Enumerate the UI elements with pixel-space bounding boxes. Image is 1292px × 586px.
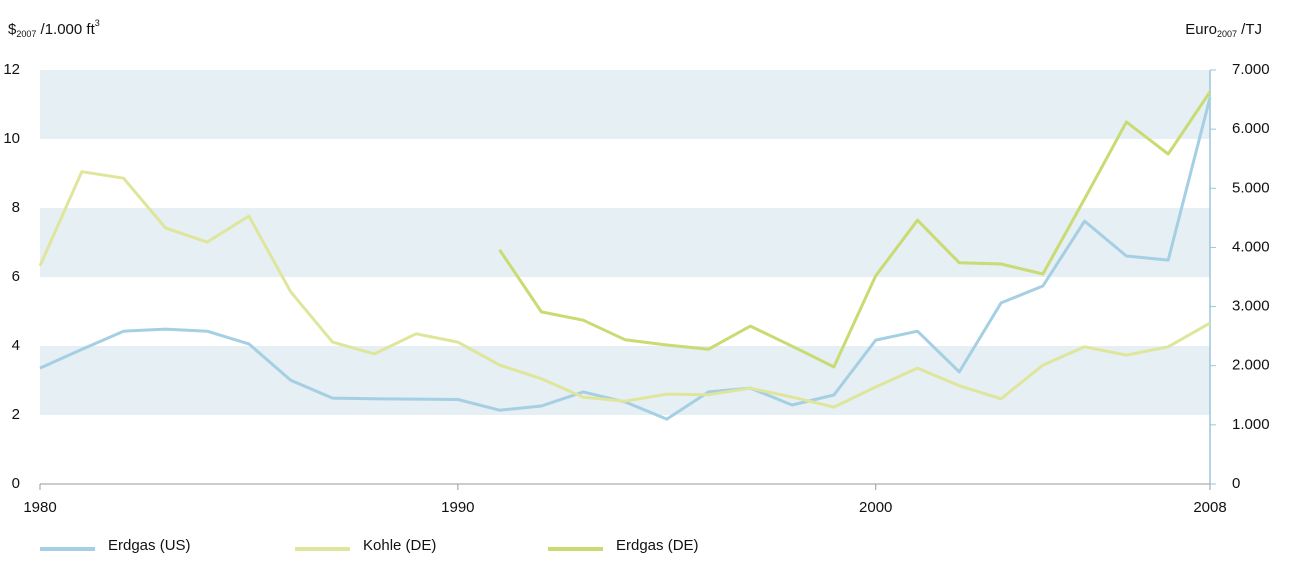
x-tick-label: 2000 <box>859 499 892 516</box>
y2-tick-label: 1.000 <box>1232 416 1270 433</box>
y-tick-label: 8 <box>12 199 20 216</box>
series-line <box>498 91 1212 369</box>
grid-band <box>40 346 1210 415</box>
y2-tick-label: 7.000 <box>1232 61 1270 78</box>
y-tick-label: 4 <box>12 337 20 354</box>
legend-label: Kohle (DE) <box>363 537 436 554</box>
y2-tick-label: 5.000 <box>1232 179 1270 196</box>
y2-tick-label: 3.000 <box>1232 298 1270 315</box>
y2-axis-label: Euro2007 /TJ <box>1185 21 1262 39</box>
y-tick-label: 6 <box>12 268 20 285</box>
legend-label: Erdgas (DE) <box>616 537 699 554</box>
y2-tick-label: 6.000 <box>1232 120 1270 137</box>
legend-label: Erdgas (US) <box>108 537 191 554</box>
x-tick-label: 1990 <box>441 499 474 516</box>
y-tick-label: 12 <box>3 61 20 78</box>
y2-tick-label: 2.000 <box>1232 357 1270 374</box>
y2-tick-label: 0 <box>1232 475 1240 492</box>
series-line <box>38 170 1211 409</box>
y-axis-label: $2007 /1.000 ft3 <box>8 18 100 39</box>
x-tick-label: 2008 <box>1193 499 1226 516</box>
grid-band <box>40 208 1210 277</box>
x-tick-label: 1980 <box>23 499 56 516</box>
grid-band <box>40 70 1210 139</box>
y-tick-label: 0 <box>12 475 20 492</box>
y-tick-label: 10 <box>3 130 20 147</box>
y2-tick-label: 4.000 <box>1232 238 1270 255</box>
y-tick-label: 2 <box>12 406 20 423</box>
